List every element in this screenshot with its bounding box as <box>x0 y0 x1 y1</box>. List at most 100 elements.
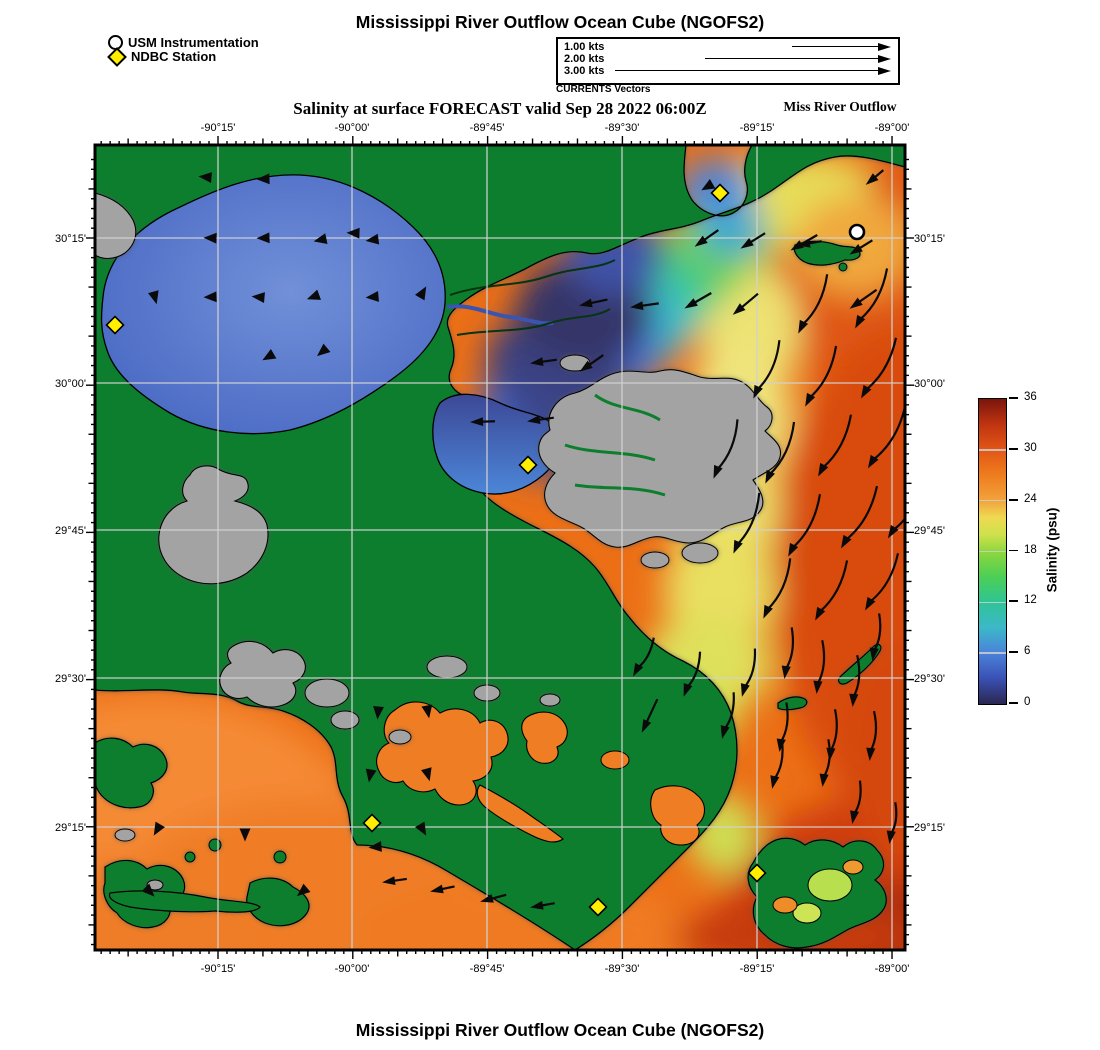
colorbar-gridline <box>979 449 1006 451</box>
current-arrow <box>239 828 251 842</box>
current-arrow <box>849 288 878 309</box>
marsh-patch <box>304 678 350 708</box>
colorbar-tick-label: 30 <box>1024 441 1037 454</box>
current-arrow <box>819 739 831 787</box>
current-arrow <box>641 698 659 733</box>
current-vector-scale-box: 1.00 kts 2.00 kts 3.00 kts <box>556 37 900 85</box>
salinity-blob <box>850 645 905 865</box>
current-arrow <box>866 710 878 761</box>
axis-label-lat: 30°15' <box>914 233 945 245</box>
current-arrow <box>849 654 861 707</box>
marsh-layer <box>95 192 782 891</box>
legend-ndbc-label: NDBC Station <box>131 48 217 64</box>
marsh-channel <box>574 483 666 497</box>
legend-usm-label: USM Instrumentation <box>128 34 259 50</box>
current-arrow <box>849 239 873 255</box>
axis-labels: -90°15' -90°15' -90°00' -90°00' -89°45' -89°4… <box>55 122 945 975</box>
colorbar-tick <box>1009 549 1018 552</box>
current-arrow <box>313 233 328 244</box>
current-arrow <box>865 553 900 611</box>
current-arrow <box>373 706 385 720</box>
delta-bay <box>600 750 630 770</box>
chandeleur-island <box>777 696 808 711</box>
vector-scale-line <box>792 46 878 47</box>
current-arrow <box>815 560 849 621</box>
current-arrow <box>720 692 735 739</box>
delta-bays-layer <box>376 701 864 924</box>
axis-label-lon: -89°00' <box>875 122 910 134</box>
axis-label-lon: -90°00' <box>335 122 370 134</box>
current-arrow <box>797 238 822 248</box>
legend-row-ndbc: NDBC Station <box>107 47 259 67</box>
ndbc-station-marker <box>747 863 767 883</box>
forecast-subtitle: Salinity at surface FORECAST valid Sep 2… <box>293 99 707 118</box>
colorbar-tick-label: 6 <box>1024 645 1031 658</box>
island <box>246 877 310 927</box>
marsh-patch <box>538 369 782 548</box>
current-arrow <box>470 417 496 427</box>
colorbar-gridline <box>979 652 1006 654</box>
map-canvas: -90°15' -90°15' -90°00' -90°00' -89°45' -89°4… <box>55 122 945 975</box>
marsh-patch <box>330 710 360 730</box>
axis-label-lon: -89°45' <box>470 122 505 134</box>
current-arrow <box>297 883 311 897</box>
islet <box>184 851 196 863</box>
current-arrow <box>813 640 826 694</box>
colorbar-tick <box>1009 447 1018 450</box>
current-arrow <box>141 883 155 897</box>
salinity-blob <box>795 195 905 295</box>
colorbar-tick-label: 12 <box>1024 594 1037 607</box>
current-arrow <box>770 741 784 789</box>
current-arrow <box>430 884 455 894</box>
grid-layer <box>95 145 905 950</box>
marsh-patch <box>426 655 468 679</box>
current-arrow <box>865 169 885 185</box>
rigolets-channel <box>446 304 554 326</box>
current-arrow <box>317 343 331 357</box>
ndbc-station-marker <box>710 183 730 203</box>
vector-scale-label: 2.00 kts <box>564 53 605 65</box>
colorbar-tick-label: 0 <box>1024 696 1031 708</box>
current-arrow <box>527 415 554 424</box>
stations-layer <box>105 183 866 917</box>
colorbar-tick-label: 24 <box>1024 492 1037 505</box>
axis-label-lat: 29°30' <box>914 673 945 685</box>
current-arrow <box>251 292 265 304</box>
footer-title: Mississippi River Outflow Ocean Cube (NG… <box>355 1020 765 1040</box>
current-arrow <box>776 702 789 752</box>
axis-label-lon: -89°00' <box>875 963 910 975</box>
ndbc-station-marker <box>588 897 608 917</box>
current-arrow <box>633 637 655 677</box>
colorbar-gridline <box>979 550 1006 553</box>
colorbar <box>978 398 1007 705</box>
current-arrow <box>887 485 905 539</box>
vector-scale-line <box>615 70 878 71</box>
current-arrow <box>382 876 407 885</box>
currents-vectors-caption: CURRENTS Vectors <box>556 84 651 95</box>
ndbc-station-icon <box>107 47 127 67</box>
colorbar-gridline <box>979 499 1006 502</box>
current-arrow <box>788 494 822 557</box>
vector-scale-arrowhead-icon <box>878 42 891 51</box>
current-arrow <box>850 780 862 824</box>
marsh-pond <box>772 896 798 914</box>
marsh-patch <box>158 465 269 585</box>
vector-scale-arrowhead-icon <box>878 54 891 63</box>
delta-bay <box>376 701 509 806</box>
colorbar-tick-label: 36 <box>1024 391 1037 403</box>
current-arrow <box>365 290 379 302</box>
island <box>95 737 168 809</box>
current-arrow <box>886 802 898 844</box>
axis-label-lon: -89°30' <box>605 122 640 134</box>
current-arrow <box>763 558 792 619</box>
current-arrow <box>480 893 507 903</box>
current-arrow <box>153 821 165 836</box>
colorbar-tick <box>1009 702 1018 704</box>
current-arrow <box>855 268 889 329</box>
current-arrow <box>630 301 659 310</box>
ndbc-station-marker <box>105 315 125 335</box>
legend-row-usm: USM Instrumentation <box>108 34 259 50</box>
current-arrow <box>530 357 557 366</box>
marsh-patch <box>219 640 306 708</box>
current-arrow <box>579 354 604 372</box>
